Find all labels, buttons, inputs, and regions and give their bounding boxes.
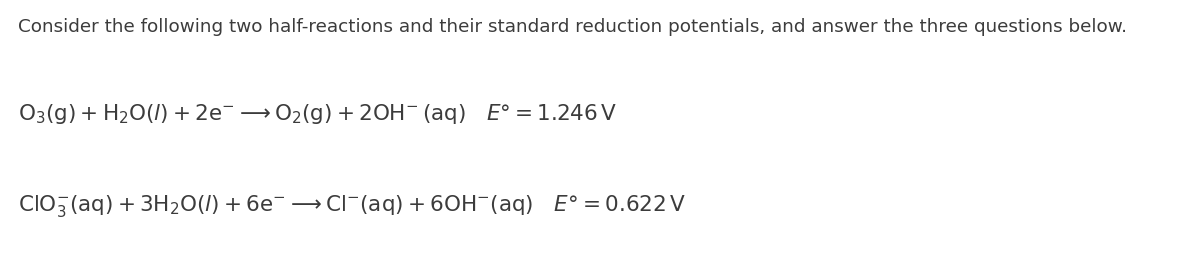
Text: Consider the following two half-reactions and their standard reduction potential: Consider the following two half-reaction… — [18, 18, 1127, 36]
Text: $\mathrm{O_3(g) + H_2O(}\mathit{l}\mathrm{) + 2e^{-} \longrightarrow O_2(g) + 2O: $\mathrm{O_3(g) + H_2O(}\mathit{l}\mathr… — [18, 102, 617, 126]
Text: $\mathrm{ClO_3^{-}(aq) + 3H_2O(}\mathit{l}\mathrm{) + 6e^{-} \longrightarrow Cl^: $\mathrm{ClO_3^{-}(aq) + 3H_2O(}\mathit{… — [18, 193, 686, 219]
